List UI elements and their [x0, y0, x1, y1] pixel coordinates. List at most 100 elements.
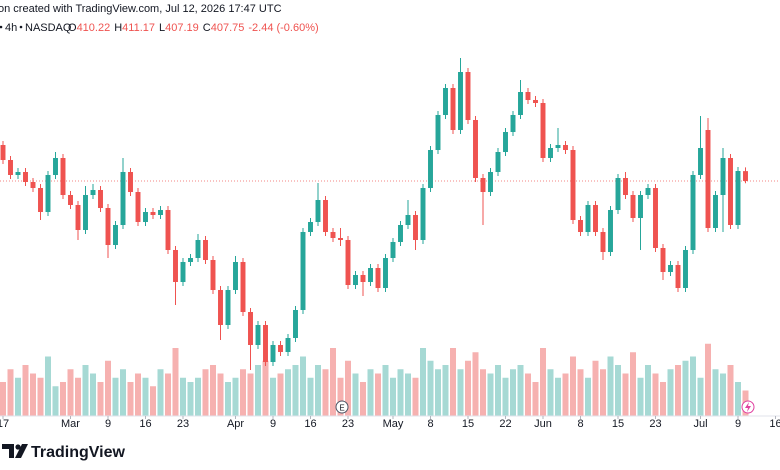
x-tick-label: 16 [769, 418, 780, 430]
volume-bar [660, 382, 666, 416]
volume-bar [37, 377, 44, 416]
earnings-badge: E [335, 400, 349, 414]
candle-body [690, 175, 696, 250]
watermark: TradingView [2, 444, 126, 461]
watermark-logo-dot [15, 444, 21, 450]
volume-bar [337, 377, 344, 416]
volume-bar [172, 348, 179, 416]
watermark-logo [2, 444, 14, 458]
candle-body [713, 195, 718, 228]
candle-body [120, 172, 126, 225]
x-tick-label: Jun [534, 418, 552, 430]
candle-body [285, 338, 291, 352]
volume-bar [690, 356, 696, 416]
candle-body [315, 200, 321, 222]
x-tick-label: 16 [304, 418, 316, 430]
candle-body [413, 215, 418, 240]
volume-bar [262, 360, 269, 416]
volume-bar [285, 369, 291, 416]
x-tick-label: May [383, 418, 404, 430]
candle-body [383, 258, 388, 288]
x-tick-label: 23 [177, 418, 189, 430]
candle-body [165, 210, 171, 250]
volume-bar [187, 382, 194, 416]
candle-body [60, 158, 66, 195]
watermark-logo-slash [15, 444, 28, 458]
candle-body [728, 158, 733, 225]
x-tick-label: 23 [342, 418, 354, 430]
candle-body [698, 148, 703, 175]
ohlc-value: 410.22 [77, 22, 111, 34]
volume-bar [367, 369, 374, 416]
candle-body [0, 145, 6, 160]
volume-bar [202, 369, 209, 416]
candle-body [570, 150, 576, 220]
x-tick-label: 15 [462, 418, 474, 430]
change: -2.44 [248, 22, 273, 34]
dividend-badge [741, 400, 755, 414]
symbol-legend: 4h NASDAQ O410.22 H411.17 L407.19 C407.75 -2… [0, 22, 319, 34]
volume-bar [240, 369, 246, 416]
volume-bar [60, 382, 66, 416]
candle-body [743, 171, 748, 181]
volume-bar [30, 373, 36, 416]
candle-body [585, 205, 591, 232]
interval: 4h [5, 22, 17, 34]
candle-body [240, 262, 246, 312]
candle-series [0, 58, 748, 370]
candle-body [458, 72, 463, 130]
x-tick-label: Mar [61, 418, 80, 430]
candle-body [113, 225, 118, 245]
candle-body [653, 188, 658, 248]
candle-body [105, 208, 111, 245]
ohlc-value: 411.17 [122, 22, 155, 34]
candle-body [278, 345, 283, 352]
candle-body [623, 178, 628, 195]
volume-bar [135, 373, 141, 416]
candle-body [83, 195, 88, 230]
candle-body [428, 150, 433, 188]
candle-body [563, 145, 568, 150]
volume-bar [382, 365, 389, 416]
candle-body [465, 72, 471, 120]
candle-body [488, 172, 493, 192]
separator [19, 25, 23, 29]
separator [0, 25, 3, 29]
candle-body [518, 92, 523, 115]
earnings-circle [335, 400, 349, 414]
exchange: NASDAQ [25, 22, 72, 34]
candle-body [15, 172, 21, 175]
earnings-label: E [339, 404, 344, 413]
volume-bar [360, 382, 366, 416]
candle-body [503, 132, 508, 152]
volume-bar [0, 382, 6, 416]
volume-bar [210, 365, 216, 416]
x-tick-label: 15 [612, 418, 624, 430]
volume-bar [510, 369, 516, 416]
candle-body [533, 100, 538, 103]
candle-body [308, 222, 313, 232]
volume-bar [487, 373, 494, 416]
candle-body [510, 115, 516, 132]
candle-body [443, 88, 448, 115]
plot-area [0, 58, 780, 416]
volume-bar [712, 369, 719, 416]
ohlc-key: O [68, 22, 77, 34]
candle-body [210, 260, 216, 290]
volume-bar [555, 377, 561, 416]
candle-body [68, 195, 73, 205]
volume-bar [562, 373, 569, 416]
candle-body [218, 290, 223, 325]
candle-body [675, 265, 681, 288]
candle-body [435, 115, 441, 150]
candle-body [300, 232, 306, 310]
volume-bar [7, 369, 14, 416]
volume-bar [727, 365, 734, 416]
volume-bar [22, 365, 29, 416]
candle-body [630, 195, 636, 218]
x-tick-label: 9 [105, 418, 111, 430]
volume-bar [735, 382, 741, 416]
volume-bar [232, 377, 239, 416]
volume-bar [427, 360, 434, 416]
change-pct: (-0.60%) [276, 22, 318, 34]
